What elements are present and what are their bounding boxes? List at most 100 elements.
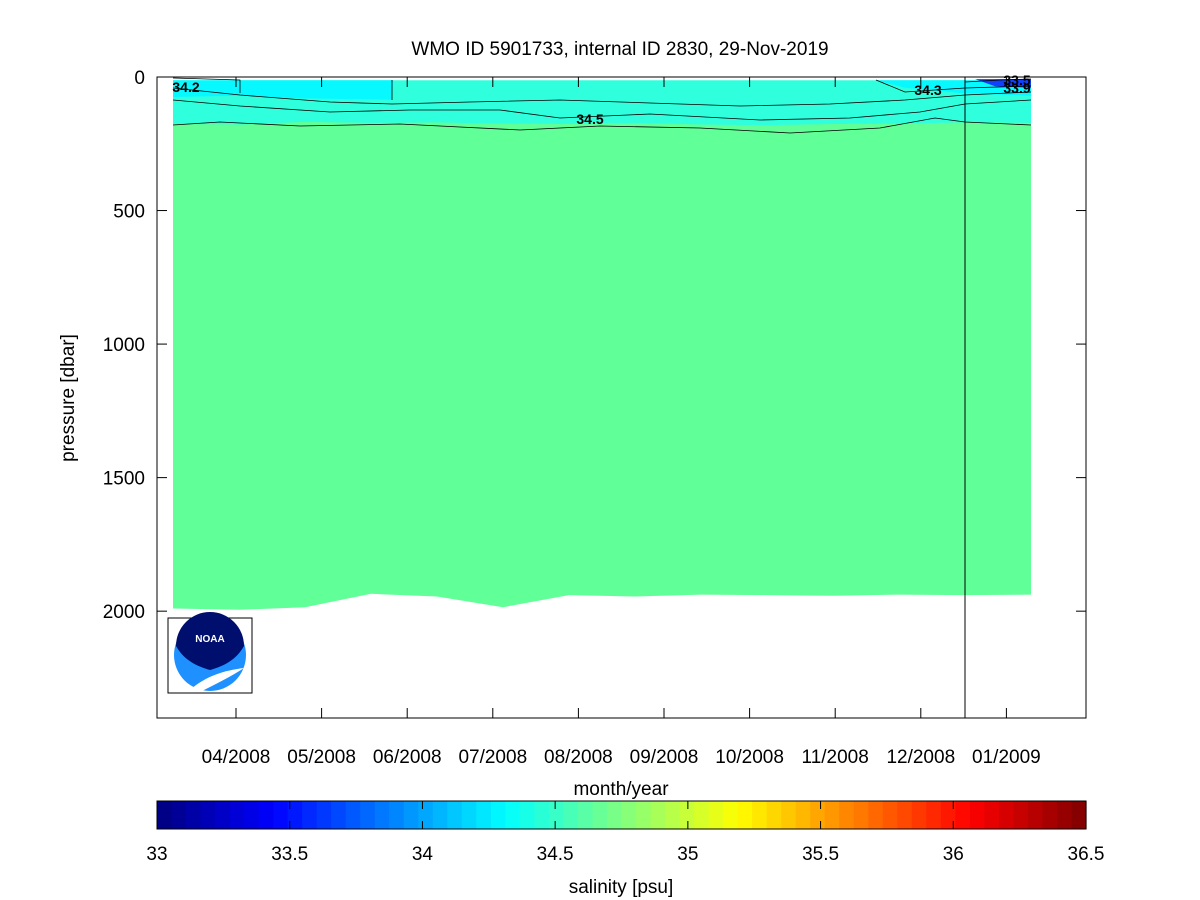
colorbar-segment <box>606 801 623 829</box>
colorbar-segment <box>157 801 173 829</box>
colorbar-segment <box>737 801 753 829</box>
x-axis-label: month/year <box>573 779 669 800</box>
colorbar-segment <box>810 801 826 829</box>
x-tick-label: 07/2008 <box>458 747 527 768</box>
colorbar-segment <box>432 801 448 829</box>
colorbar-tick-label: 35 <box>677 844 698 865</box>
colorbar-ticks: 33 33.5 34 34.5 35 35.5 36 36.5 <box>146 801 1104 865</box>
x-tick-label: 12/2008 <box>886 747 955 768</box>
colorbar-segment <box>229 801 245 829</box>
noaa-logo: NOAA <box>167 612 253 694</box>
y-tick-label: 1500 <box>103 469 145 490</box>
low-salinity-surface-patch <box>975 79 1031 88</box>
colorbar-segment <box>1056 801 1073 829</box>
contour-label: 34.3 <box>914 82 941 98</box>
noaa-logo-text: NOAA <box>195 634 224 645</box>
colorbar-segment <box>853 801 869 829</box>
colorbar-segment <box>418 801 434 829</box>
colorbar-segment <box>331 801 347 829</box>
colorbar-segment <box>897 801 913 829</box>
colorbar-segment <box>795 801 811 829</box>
colorbar-segment <box>360 801 376 829</box>
colorbar-segment <box>752 801 768 829</box>
colorbar-tick-label: 34.5 <box>537 844 574 865</box>
colorbar-segment <box>316 801 332 829</box>
colorbar-segment <box>403 801 419 829</box>
contour-line-late-1 <box>875 79 1032 93</box>
y-tick-label: 500 <box>113 202 145 223</box>
colorbar-segment <box>882 801 898 829</box>
colorbar-segment <box>955 801 971 829</box>
colorbar-segment <box>374 801 390 829</box>
colorbar-segment <box>636 801 652 829</box>
colorbar-tick-label: 36 <box>943 844 964 865</box>
colorbar-segment <box>302 801 318 829</box>
colorbar-segment <box>940 801 956 829</box>
x-tick-label: 01/2009 <box>972 747 1041 768</box>
colorbar-segment <box>1042 801 1058 829</box>
colorbar-segment <box>215 801 231 829</box>
chart-title: WMO ID 5901733, internal ID 2830, 29-Nov… <box>411 39 828 60</box>
x-tick-label: 04/2008 <box>202 747 271 768</box>
y-tick-label: 2000 <box>103 602 145 623</box>
colorbar-tick-label: 34 <box>412 844 434 865</box>
colorbar-segment <box>186 801 202 829</box>
colorbar-segment <box>665 801 681 829</box>
colorbar-segment <box>592 801 608 829</box>
colorbar-segment <box>200 801 216 829</box>
x-tick-label: 10/2008 <box>715 747 784 768</box>
colorbar-segment <box>534 801 550 829</box>
contour-line-late-2 <box>964 78 1032 83</box>
colorbar-segment <box>679 801 695 829</box>
colorbar-segment <box>1071 801 1087 829</box>
colorbar-segment <box>258 801 274 829</box>
colorbar-segment <box>490 801 506 829</box>
colorbar-segment <box>984 801 1000 829</box>
colorbar-frame <box>156 800 1087 830</box>
colorbar-segment <box>926 801 942 829</box>
y-axis: 0 500 1000 1500 2000 <box>103 68 1086 623</box>
colorbar-segment <box>476 801 492 829</box>
colorbar-segment <box>563 801 579 829</box>
contour-label: 34.5 <box>576 111 603 127</box>
colorbar-segment <box>766 801 782 829</box>
x-tick-label: 09/2008 <box>630 747 699 768</box>
contour-line-1 <box>172 87 1032 107</box>
x-tick-label: 05/2008 <box>287 747 356 768</box>
contour-line-3 <box>172 117 1032 134</box>
colorbar-segment <box>723 801 739 829</box>
colorbar-segment <box>519 801 536 829</box>
colorbar-segment <box>171 801 187 829</box>
colorbar-segment <box>1027 801 1044 829</box>
fresh-surface-patch <box>173 80 393 100</box>
colorbar-segment <box>548 801 565 829</box>
salinity-field <box>173 79 1031 610</box>
x-tick-label: 11/2008 <box>802 747 869 768</box>
colorbar-segment <box>868 801 884 829</box>
x-tick-label: 08/2008 <box>544 747 613 768</box>
colorbar-segment <box>911 801 927 829</box>
colorbar-segment <box>577 801 594 829</box>
colorbar-segment <box>244 801 260 829</box>
colorbar-segment <box>998 801 1015 829</box>
colorbar-segment <box>969 801 985 829</box>
y-tick-label: 1000 <box>103 335 145 356</box>
colorbar-segment <box>1013 801 1029 829</box>
colorbar-segment <box>824 801 840 829</box>
contour-labels: 34.2 34.5 34.3 33.533.9 <box>172 72 1030 127</box>
colorbar-segment <box>447 801 463 829</box>
y-axis-label: pressure [dbar] <box>58 334 79 462</box>
colorbar-tick-label: 33.5 <box>271 844 308 865</box>
colorbar-segment <box>287 801 303 829</box>
y-tick-label: 0 <box>134 68 145 89</box>
contour-lines <box>172 77 1032 134</box>
colorbar-segment <box>694 801 710 829</box>
colorbar <box>157 801 1087 829</box>
contour-line-2 <box>172 99 1032 121</box>
colorbar-segment <box>389 801 405 829</box>
contour-label: 33.9 <box>1003 80 1030 96</box>
contour-line-fresh-1 <box>172 77 241 93</box>
x-tick-label: 06/2008 <box>373 747 442 768</box>
colorbar-segment <box>345 801 361 829</box>
